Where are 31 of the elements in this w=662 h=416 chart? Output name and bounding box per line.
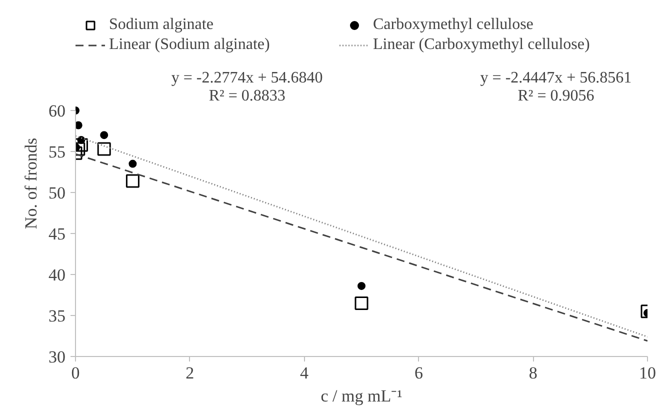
y-tick-label: 30 <box>48 348 66 366</box>
point <box>358 282 366 290</box>
text: R² = 0.9056 <box>518 88 594 104</box>
legend-label: Linear (Sodium alginate) <box>109 36 271 54</box>
point <box>97 142 111 156</box>
text: R² = 0.8833 <box>208 88 286 104</box>
legend-label: Sodium alginate <box>109 16 214 34</box>
text: y = -2.4447x + 56.8561 <box>480 70 632 86</box>
legend-label: Carboxymethyl cellulose <box>373 16 534 34</box>
y-tick-label: 60 <box>48 102 66 120</box>
x-tick-label: 8 <box>528 364 538 382</box>
point <box>77 136 86 144</box>
point <box>126 174 140 188</box>
x-tick-label: 0 <box>71 364 80 382</box>
point <box>128 160 137 168</box>
point <box>354 296 368 310</box>
x-tick-label: 2 <box>186 364 194 382</box>
y-tick-label: 55 <box>48 142 66 162</box>
y-tick-label: 40 <box>48 266 66 284</box>
y-tick-label: 50 <box>48 184 66 202</box>
x-axis-title: c / mg mL⁻¹ <box>320 386 402 406</box>
y-tick-label: 35 <box>48 306 66 326</box>
point <box>76 121 82 130</box>
text: y = -2.2774x + 54.6840 <box>171 70 323 86</box>
legend-label: Linear (Carboxymethyl cellulose) <box>373 36 591 54</box>
y-tick-label: 45 <box>48 224 66 244</box>
point <box>100 131 108 140</box>
x-tick-label: 10 <box>639 364 656 382</box>
y-axis-title: No. of fronds <box>22 138 40 230</box>
x-tick-label: 4 <box>300 364 310 382</box>
x-tick-label: 6 <box>414 364 423 382</box>
